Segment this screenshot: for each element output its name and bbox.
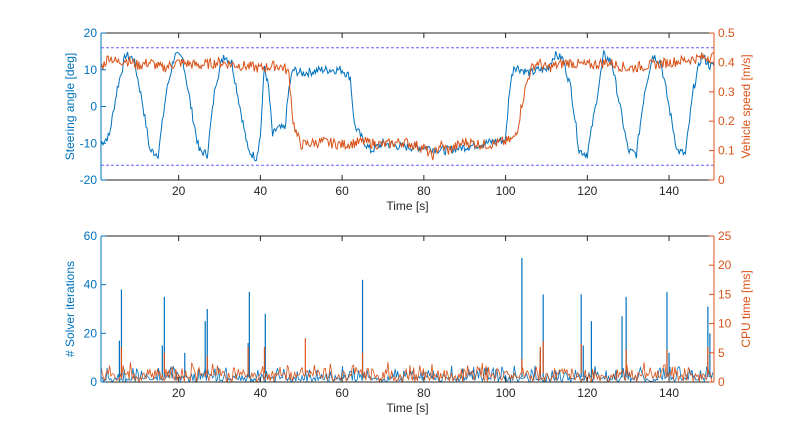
y-right-tick-label: 15 <box>718 287 732 301</box>
x-tick-label: 80 <box>417 386 431 400</box>
y-right-tick-label: 20 <box>718 258 732 272</box>
x-tick-label: 100 <box>496 386 516 400</box>
x-tick-label: 140 <box>659 386 679 400</box>
y-right-tick-label: 0 <box>718 375 725 389</box>
y-right-tick-label: 0.3 <box>718 85 735 99</box>
y-right-tick-label: 0.4 <box>718 55 735 69</box>
y-left-axis-label: # Solver iterations <box>63 261 77 357</box>
y-left-tick-label: 0 <box>90 375 97 389</box>
y-left-tick-label: 60 <box>84 229 98 243</box>
y-right-tick-label: 10 <box>718 317 732 331</box>
x-tick-label: 100 <box>496 184 516 198</box>
y-right-tick-label: 5 <box>718 346 725 360</box>
y-left-tick-label: 40 <box>84 278 98 292</box>
y-right-tick-label: 25 <box>718 229 732 243</box>
y-left-axis-label: Steering angle [deg] <box>63 53 77 160</box>
y-right-axis-label: Vehicle speed [m/s] <box>739 54 753 158</box>
y-left-tick-label: 0 <box>90 100 97 114</box>
x-tick-label: 120 <box>577 184 597 198</box>
x-tick-label: 40 <box>254 184 268 198</box>
x-tick-label: 60 <box>335 184 349 198</box>
y-left-tick-label: 10 <box>84 63 98 77</box>
y-left-tick-label: -10 <box>80 136 98 150</box>
x-tick-label: 20 <box>172 386 186 400</box>
y-left-tick-label: 20 <box>84 326 98 340</box>
y-right-tick-label: 0.1 <box>718 144 735 158</box>
x-tick-label: 120 <box>577 386 597 400</box>
x-axis-label: Time [s] <box>386 199 428 213</box>
x-axis-label: Time [s] <box>386 401 428 415</box>
x-tick-label: 40 <box>254 386 268 400</box>
y-left-tick-label: -20 <box>80 173 98 187</box>
y-right-tick-label: 0 <box>718 173 725 187</box>
y-right-axis-label: CPU time [ms] <box>739 270 753 347</box>
plot-area-2 <box>101 236 714 382</box>
x-tick-label: 20 <box>172 184 186 198</box>
x-tick-label: 80 <box>417 184 431 198</box>
y-left-tick-label: 20 <box>84 26 98 40</box>
plot-area-1 <box>101 33 714 180</box>
cpu-time-series <box>100 361 714 384</box>
x-tick-label: 140 <box>659 184 679 198</box>
y-right-tick-label: 0.2 <box>718 114 735 128</box>
x-tick-label: 60 <box>335 386 349 400</box>
vehicle-speed-series <box>100 52 715 161</box>
y-right-tick-label: 0.5 <box>718 26 735 40</box>
